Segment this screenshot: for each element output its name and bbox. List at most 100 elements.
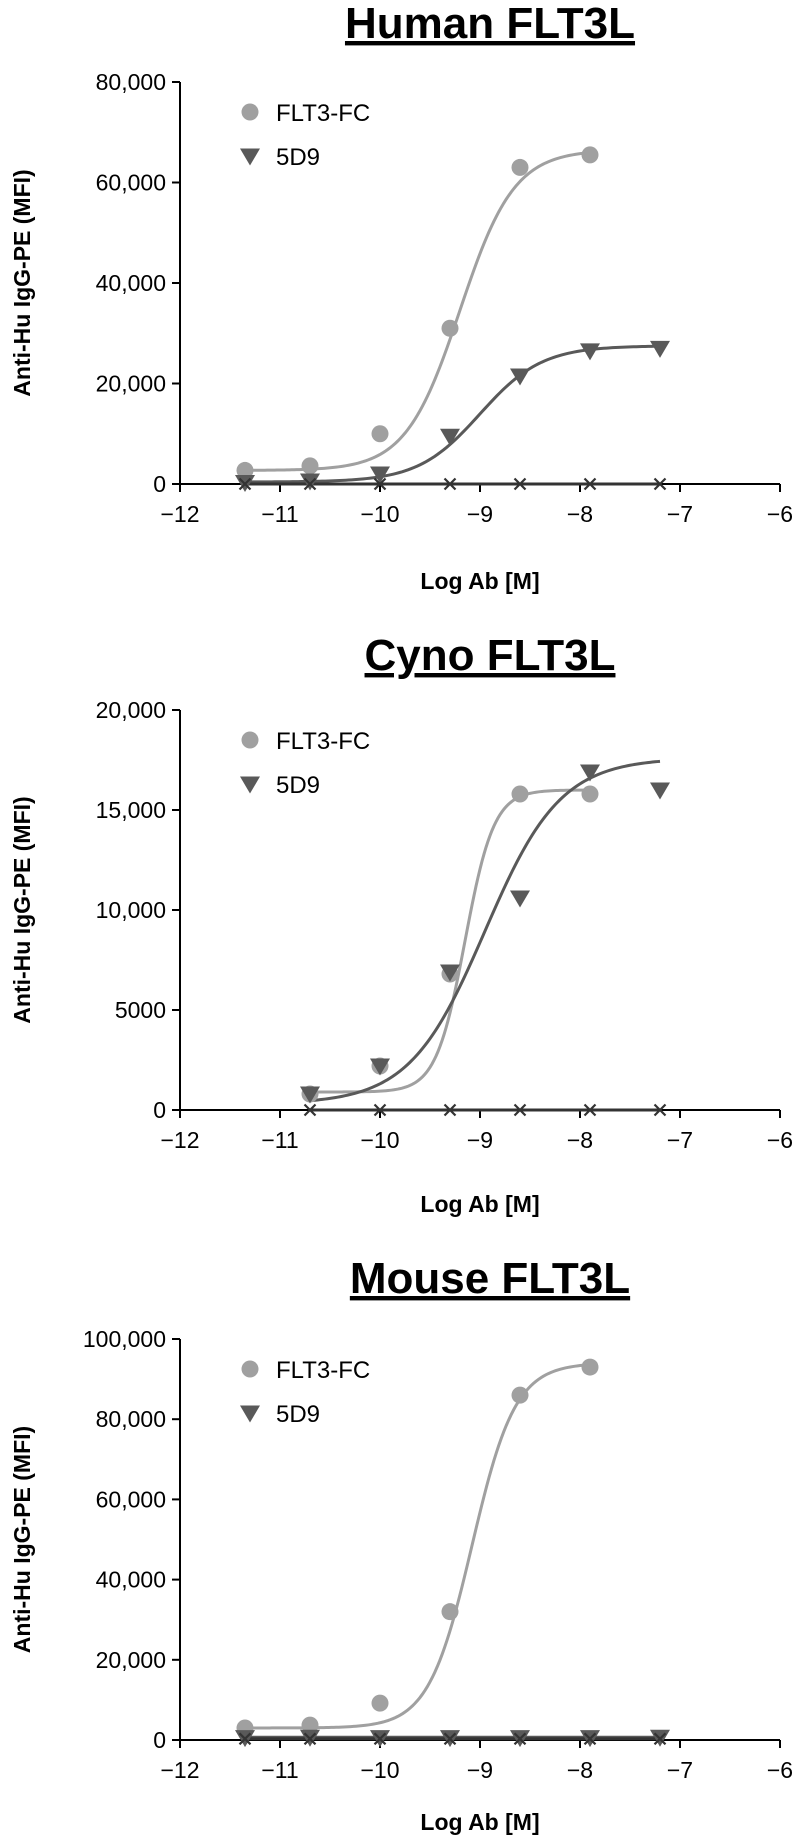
x-axis-label: Log Ab [M] [420, 1191, 539, 1217]
control-point [583, 1103, 597, 1117]
flt3-fc-point [301, 457, 319, 475]
legend-label: 5D9 [276, 772, 320, 799]
flt3-fc-point [511, 158, 529, 176]
y-tick-label: 0 [153, 1727, 166, 1753]
flt3-fc-point [301, 1716, 319, 1734]
5d9-point [510, 368, 530, 386]
control-point [583, 1732, 597, 1746]
x-tick-label: −8 [567, 1127, 593, 1153]
control-point [513, 477, 527, 491]
y-tick-label: 10,000 [96, 897, 166, 923]
flt3-fc-point [371, 1694, 389, 1712]
x-axis-label: Log Ab [M] [420, 1809, 539, 1835]
x-tick-label: −10 [360, 501, 399, 527]
y-tick-label: 80,000 [96, 1406, 166, 1432]
control-point [513, 1732, 527, 1746]
control-point [303, 477, 317, 491]
control-point [443, 477, 457, 491]
x-tick-label: −12 [160, 1127, 199, 1153]
legend-label: FLT3-FC [276, 1357, 370, 1384]
y-tick-label: 0 [153, 471, 166, 497]
control-point [303, 1732, 317, 1746]
y-tick-label: 20,000 [96, 1647, 166, 1673]
legend-marker [241, 103, 259, 121]
legend-marker [240, 1405, 260, 1423]
flt3-fc-point [441, 319, 459, 337]
x-tick-label: −7 [667, 1127, 693, 1153]
y-tick-label: 60,000 [96, 170, 166, 196]
chart-2: Mouse FLT3L 0 20,000 40,000 60,000 80,000 100,… [9, 1254, 793, 1835]
flt3-fc-point [581, 1358, 599, 1376]
flt3-fc-point [236, 461, 254, 479]
5d9-point [650, 340, 670, 358]
5d9-point [580, 343, 600, 361]
y-tick-label: 40,000 [96, 270, 166, 296]
x-tick-label: −6 [767, 501, 793, 527]
control-point [583, 477, 597, 491]
legend-label: 5D9 [276, 1401, 320, 1428]
y-tick-label: 40,000 [96, 1567, 166, 1593]
5d9-point [370, 466, 390, 484]
chart-title: Cyno FLT3L [365, 631, 616, 680]
y-tick-label: 0 [153, 1097, 166, 1123]
x-tick-label: −11 [261, 1127, 298, 1153]
5d9-point [580, 764, 600, 782]
y-tick-label: 15,000 [96, 797, 166, 823]
y-tick-label: 60,000 [96, 1486, 166, 1512]
y-axis-label: Anti-Hu IgG-PE (MFI) [9, 1426, 35, 1653]
flt3-fc-point [371, 425, 389, 443]
flt3-fc-point [581, 146, 599, 164]
fit-curve-flt3-fc [310, 788, 591, 1094]
legend-marker [240, 776, 260, 794]
control-point [653, 477, 667, 491]
x-tick-label: −11 [261, 501, 298, 527]
x-tick-label: −6 [767, 1757, 793, 1783]
control-point [513, 1103, 527, 1117]
chart-title: Human FLT3L [345, 0, 635, 48]
legend-label: FLT3-FC [276, 100, 370, 127]
legend-marker [241, 731, 259, 749]
x-tick-label: −7 [667, 501, 693, 527]
control-point [653, 1103, 667, 1117]
5d9-point [440, 964, 460, 982]
5d9-point [510, 890, 530, 908]
x-tick-label: −10 [360, 1127, 399, 1153]
control-point [238, 1732, 252, 1746]
x-tick-label: −8 [567, 501, 593, 527]
5d9-point [370, 1058, 390, 1076]
x-tick-label: −9 [467, 1127, 493, 1153]
fit-curve-5d9 [309, 759, 661, 1103]
x-tick-label: −9 [467, 1757, 493, 1783]
x-tick-label: −12 [160, 1757, 199, 1783]
y-tick-label: 80,000 [96, 69, 166, 95]
legend-marker [241, 1360, 259, 1378]
control-point [303, 1103, 317, 1117]
flt3-fc-point [581, 785, 599, 803]
control-point [653, 1732, 667, 1746]
flt3-fc-point [511, 1386, 529, 1404]
chart-title: Mouse FLT3L [350, 1254, 630, 1303]
5d9-point [300, 473, 320, 491]
control-point [238, 477, 252, 491]
x-axis-label: Log Ab [M] [420, 568, 539, 594]
legend-marker [240, 148, 260, 166]
x-tick-label: −9 [467, 501, 493, 527]
chart-1: Cyno FLT3L 0 5000 10,000 15,000 20,000 −12 −11 −… [9, 631, 793, 1217]
x-tick-label: −8 [567, 1757, 593, 1783]
control-point [443, 1103, 457, 1117]
chart-0: Human FLT3L 0 20,000 40,000 60,000 80,000 −12 −… [9, 0, 793, 594]
control-point [443, 1732, 457, 1746]
x-tick-label: −11 [261, 1757, 298, 1783]
control-point [373, 1732, 387, 1746]
flt3-fc-point [441, 1603, 459, 1621]
flt3-fc-point [511, 785, 529, 803]
control-point [373, 1103, 387, 1117]
y-tick-label: 100,000 [83, 1326, 166, 1352]
y-axis-label: Anti-Hu IgG-PE (MFI) [9, 796, 35, 1023]
x-tick-label: −12 [160, 501, 199, 527]
y-tick-label: 20,000 [96, 697, 166, 723]
5d9-point [300, 1086, 320, 1104]
fit-curve-flt3-fc [244, 150, 591, 472]
x-tick-label: −10 [360, 1757, 399, 1783]
